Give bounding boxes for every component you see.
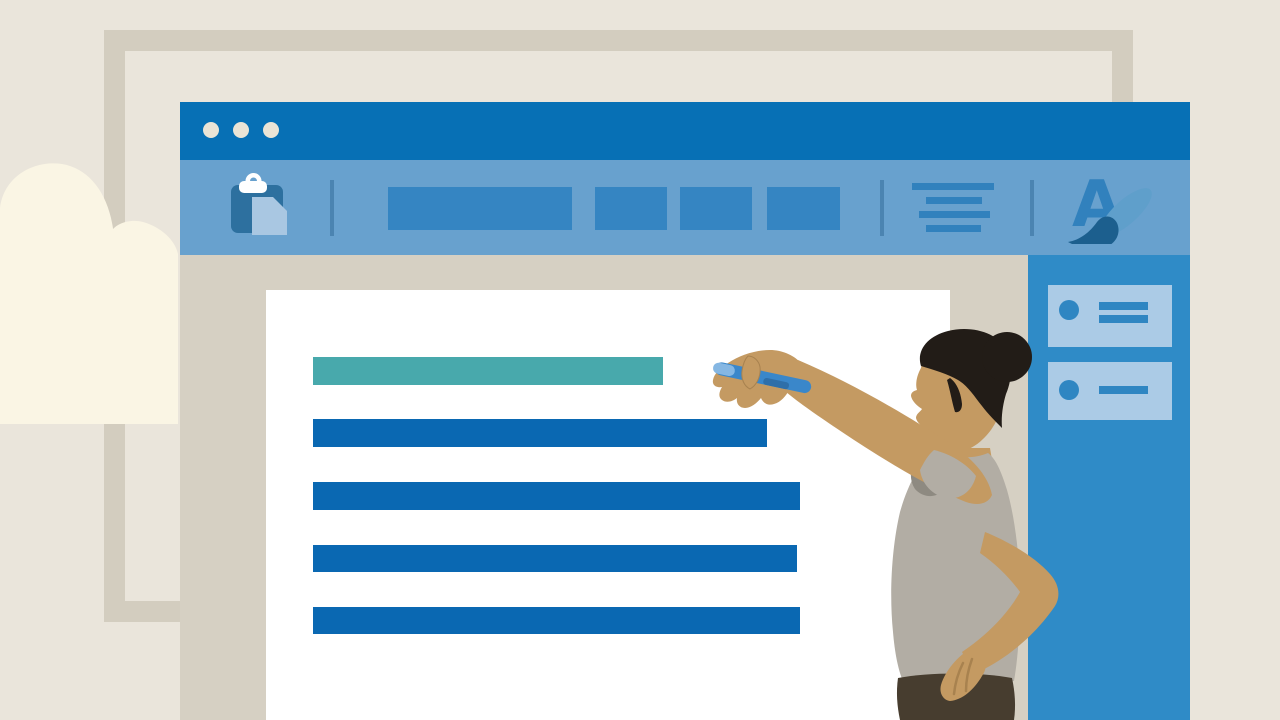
ribbon-button-4[interactable] [767, 187, 840, 230]
window-control-dot-3[interactable] [263, 122, 279, 138]
align-line-bar [919, 211, 990, 218]
align-line-bar [926, 225, 981, 232]
sidebar-card-2[interactable] [1048, 362, 1172, 420]
woman-bent-arm [962, 532, 1059, 671]
document-text-line-3 [313, 545, 797, 572]
toolbar-separator-1 [330, 180, 334, 236]
document-text-line-2 [313, 482, 800, 510]
toolbar-separator-3 [1030, 180, 1034, 236]
pen [713, 362, 812, 394]
woman-shirt [891, 450, 1020, 681]
font-brush-icon[interactable]: A [1050, 172, 1160, 244]
window-control-dot-1[interactable] [203, 122, 219, 138]
ribbon-button-3[interactable] [680, 187, 752, 230]
document-heading-bar [313, 357, 663, 385]
woman-hair-bun [982, 332, 1032, 382]
card-text-line [1099, 315, 1148, 323]
right-sidebar [1028, 255, 1190, 720]
cloud-shape [0, 163, 178, 424]
document-text-line-4 [313, 607, 800, 634]
document-text-line-1 [313, 419, 767, 447]
window-titlebar [180, 102, 1190, 160]
card-bullet-circle [1059, 300, 1079, 320]
document-page [266, 290, 950, 720]
clipboard-icon[interactable] [228, 170, 292, 238]
card-bullet-circle [1059, 380, 1079, 400]
toolbar-separator-2 [880, 180, 884, 236]
ribbon-button-1[interactable] [388, 187, 572, 230]
card-text-line [1099, 302, 1148, 310]
window-control-dot-2[interactable] [233, 122, 249, 138]
card-text-line [1099, 386, 1148, 394]
align-line-bar [926, 197, 982, 204]
ribbon-button-2[interactable] [595, 187, 667, 230]
align-line-bar [912, 183, 994, 190]
sidebar-card-1[interactable] [1048, 285, 1172, 347]
